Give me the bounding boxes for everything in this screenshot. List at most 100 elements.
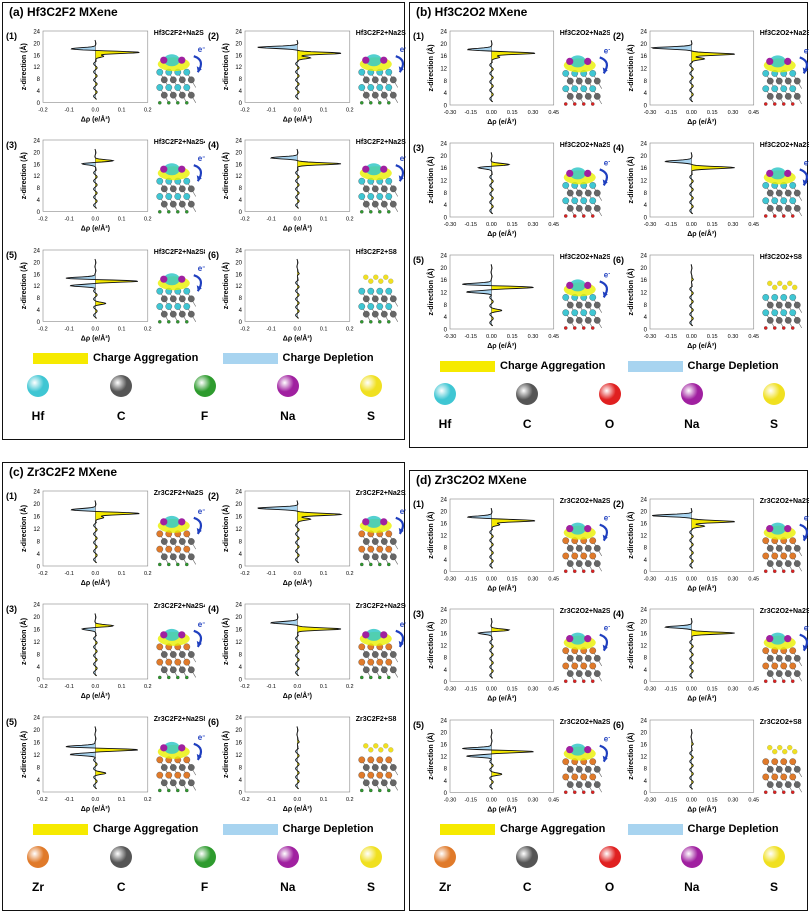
x-tick-label: 0.30 <box>528 222 539 228</box>
y-tick-label: 4 <box>37 778 41 784</box>
s-atom <box>387 747 393 753</box>
x-tick-label: 0.30 <box>727 334 738 340</box>
atom <box>763 679 767 684</box>
atom <box>775 93 783 100</box>
atom <box>766 205 774 212</box>
x-tick-label: -0.30 <box>643 222 656 228</box>
atom <box>178 538 186 545</box>
atom <box>763 214 767 218</box>
atom <box>366 756 374 764</box>
y-tick-label: 24 <box>235 490 242 496</box>
charge-profile-line <box>466 507 536 569</box>
electron-label: e⁻ <box>604 734 610 743</box>
y-axis-label: z-direction (Å) <box>221 262 230 309</box>
atom <box>368 675 373 680</box>
atom <box>389 310 397 318</box>
panel-6: (6) 0 4 8 12 16 20 24 z-direction (Å) -0.2 -0.1 0.0… <box>208 248 398 342</box>
x-tick-label: 0.2 <box>144 326 152 332</box>
structure-label: Hf3C2O2+Na2S4 <box>560 142 610 149</box>
atom <box>784 560 792 567</box>
structure-label: Hf3C2O2+Na2S2 <box>759 30 809 37</box>
y-tick-label: 4 <box>643 668 647 674</box>
element-ball-na <box>680 846 703 868</box>
atom <box>784 189 792 197</box>
atom <box>187 666 195 674</box>
panel-3: (3) 0 4 8 12 16 20 24 z-direction (Å) -0.2 -0.1 0.0… <box>6 603 205 701</box>
atom <box>763 569 767 574</box>
y-tick-label: 12 <box>235 753 242 759</box>
atom <box>761 647 769 655</box>
element-ball-hf <box>27 375 49 397</box>
charge-depletion-fill <box>82 149 96 208</box>
atom <box>572 679 577 684</box>
atom <box>563 679 568 684</box>
atom <box>793 670 801 678</box>
atom <box>761 70 769 77</box>
atom <box>572 102 577 106</box>
atom <box>779 662 787 670</box>
atom <box>156 530 164 538</box>
atom <box>380 76 388 84</box>
atom <box>790 214 794 218</box>
atom <box>375 771 383 779</box>
y-tick-label: 16 <box>235 53 242 59</box>
na-atom <box>361 631 369 639</box>
panel-4: (4) 0 4 8 12 16 20 24 z-direction (Å) -0.2 -0.1 0.0… <box>208 603 407 701</box>
atom <box>793 780 801 788</box>
structure-illustration: e⁻ <box>761 624 809 684</box>
atom <box>766 765 774 773</box>
atom <box>572 214 577 218</box>
x-tick-label: -0.1 <box>64 217 73 223</box>
y-tick-label: 16 <box>640 522 647 528</box>
electron-label: e⁻ <box>399 155 406 164</box>
atom <box>563 569 568 574</box>
y-tick-label: 0 <box>444 328 448 334</box>
atom <box>178 310 186 318</box>
charge-aggregation-fill <box>95 500 140 563</box>
na-atom <box>178 56 186 64</box>
y-tick-label: 8 <box>444 766 448 772</box>
plot-frame <box>649 609 754 682</box>
atom <box>770 662 778 670</box>
atom <box>566 765 574 773</box>
atom <box>375 287 383 295</box>
y-tick-label: 4 <box>37 552 41 558</box>
atom <box>584 560 592 567</box>
structure-illustration: e⁻ <box>761 158 809 218</box>
atom <box>176 101 180 105</box>
x-tick-label: 0.00 <box>486 797 497 803</box>
x-tick-label: -0.1 <box>64 797 73 803</box>
atom <box>357 68 365 76</box>
x-axis-label: Δρ (e/Å³) <box>487 229 516 238</box>
element-label-o: O <box>604 417 615 431</box>
atom <box>775 77 783 85</box>
x-tick-label: -0.2 <box>38 107 47 113</box>
y-axis-label: z-direction (Å) <box>626 44 635 91</box>
atom <box>169 295 177 302</box>
na-atom <box>765 57 773 65</box>
atom <box>562 182 570 189</box>
atom <box>784 317 792 324</box>
plot-frame <box>649 719 754 793</box>
atom <box>384 658 392 666</box>
na-atom <box>361 165 369 174</box>
atom <box>384 530 392 538</box>
atom <box>366 193 374 201</box>
atom <box>581 790 586 794</box>
atom <box>572 569 577 574</box>
panel-number: (1) <box>413 499 424 509</box>
atom <box>775 670 783 678</box>
plot-frame <box>244 716 350 793</box>
atom <box>174 84 182 91</box>
element-ball-c <box>516 846 539 868</box>
charge-aggregation-fill <box>95 149 114 209</box>
y-tick-label: 4 <box>444 558 448 564</box>
atom <box>571 552 579 560</box>
structure-illustration: e⁻ <box>562 734 610 794</box>
y-tick-label: 24 <box>235 716 242 722</box>
atom <box>772 569 776 574</box>
na-atom <box>566 525 574 533</box>
atom <box>183 287 191 295</box>
atom <box>187 76 195 84</box>
x-axis-label: Δρ (e/Å³) <box>487 694 516 703</box>
